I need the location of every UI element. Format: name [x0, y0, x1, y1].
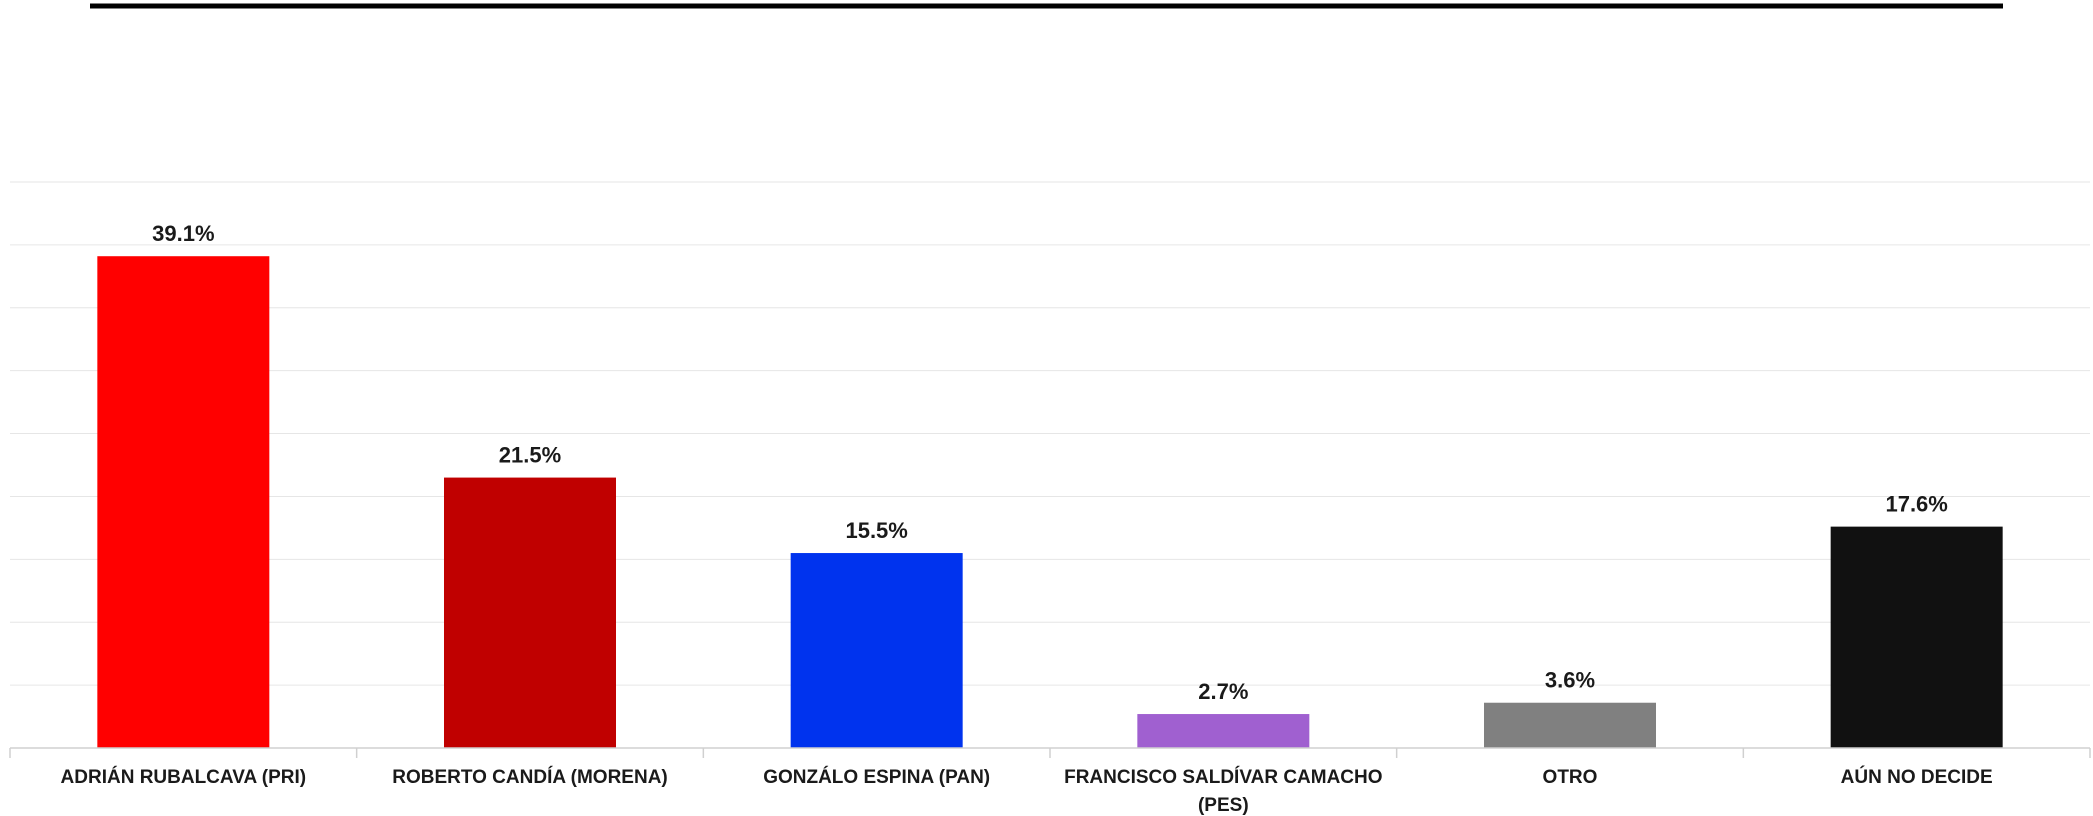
gridlines — [10, 181, 2090, 686]
category-label: FRANCISCO SALDÍVAR CAMACHO (PES) — [1064, 766, 1382, 816]
bar — [1830, 526, 2003, 748]
category-labels: ADRIÁN RUBALCAVA (PRI) ROBERTO CANDÍA (MO… — [61, 766, 1993, 816]
data-label: 17.6% — [1885, 492, 1947, 517]
data-label: 15.5% — [845, 518, 907, 543]
category-label: OTRO — [1543, 767, 1598, 788]
data-label: 2.7% — [1198, 679, 1248, 704]
category-label: GONZÁLO ESPINA (PAN) — [763, 766, 990, 788]
category-label: ADRIÁN RUBALCAVA (PRI) — [61, 766, 307, 788]
data-label: 21.5% — [499, 443, 561, 468]
bar — [1137, 714, 1310, 748]
bar — [444, 477, 616, 748]
value-labels: 39.1% 21.5% 15.5% 2.7% 3.6% 17.6% — [152, 221, 1948, 704]
bar — [790, 553, 963, 748]
bars — [97, 256, 2003, 748]
data-label: 39.1% — [152, 221, 214, 246]
category-label: ROBERTO CANDÍA (MORENA) — [392, 766, 668, 788]
bar — [1484, 702, 1656, 748]
category-label: AÚN NO DECIDE — [1841, 766, 1993, 788]
x-axis-ticks — [9, 748, 2091, 758]
data-label: 3.6% — [1545, 668, 1595, 693]
bar — [97, 256, 270, 748]
